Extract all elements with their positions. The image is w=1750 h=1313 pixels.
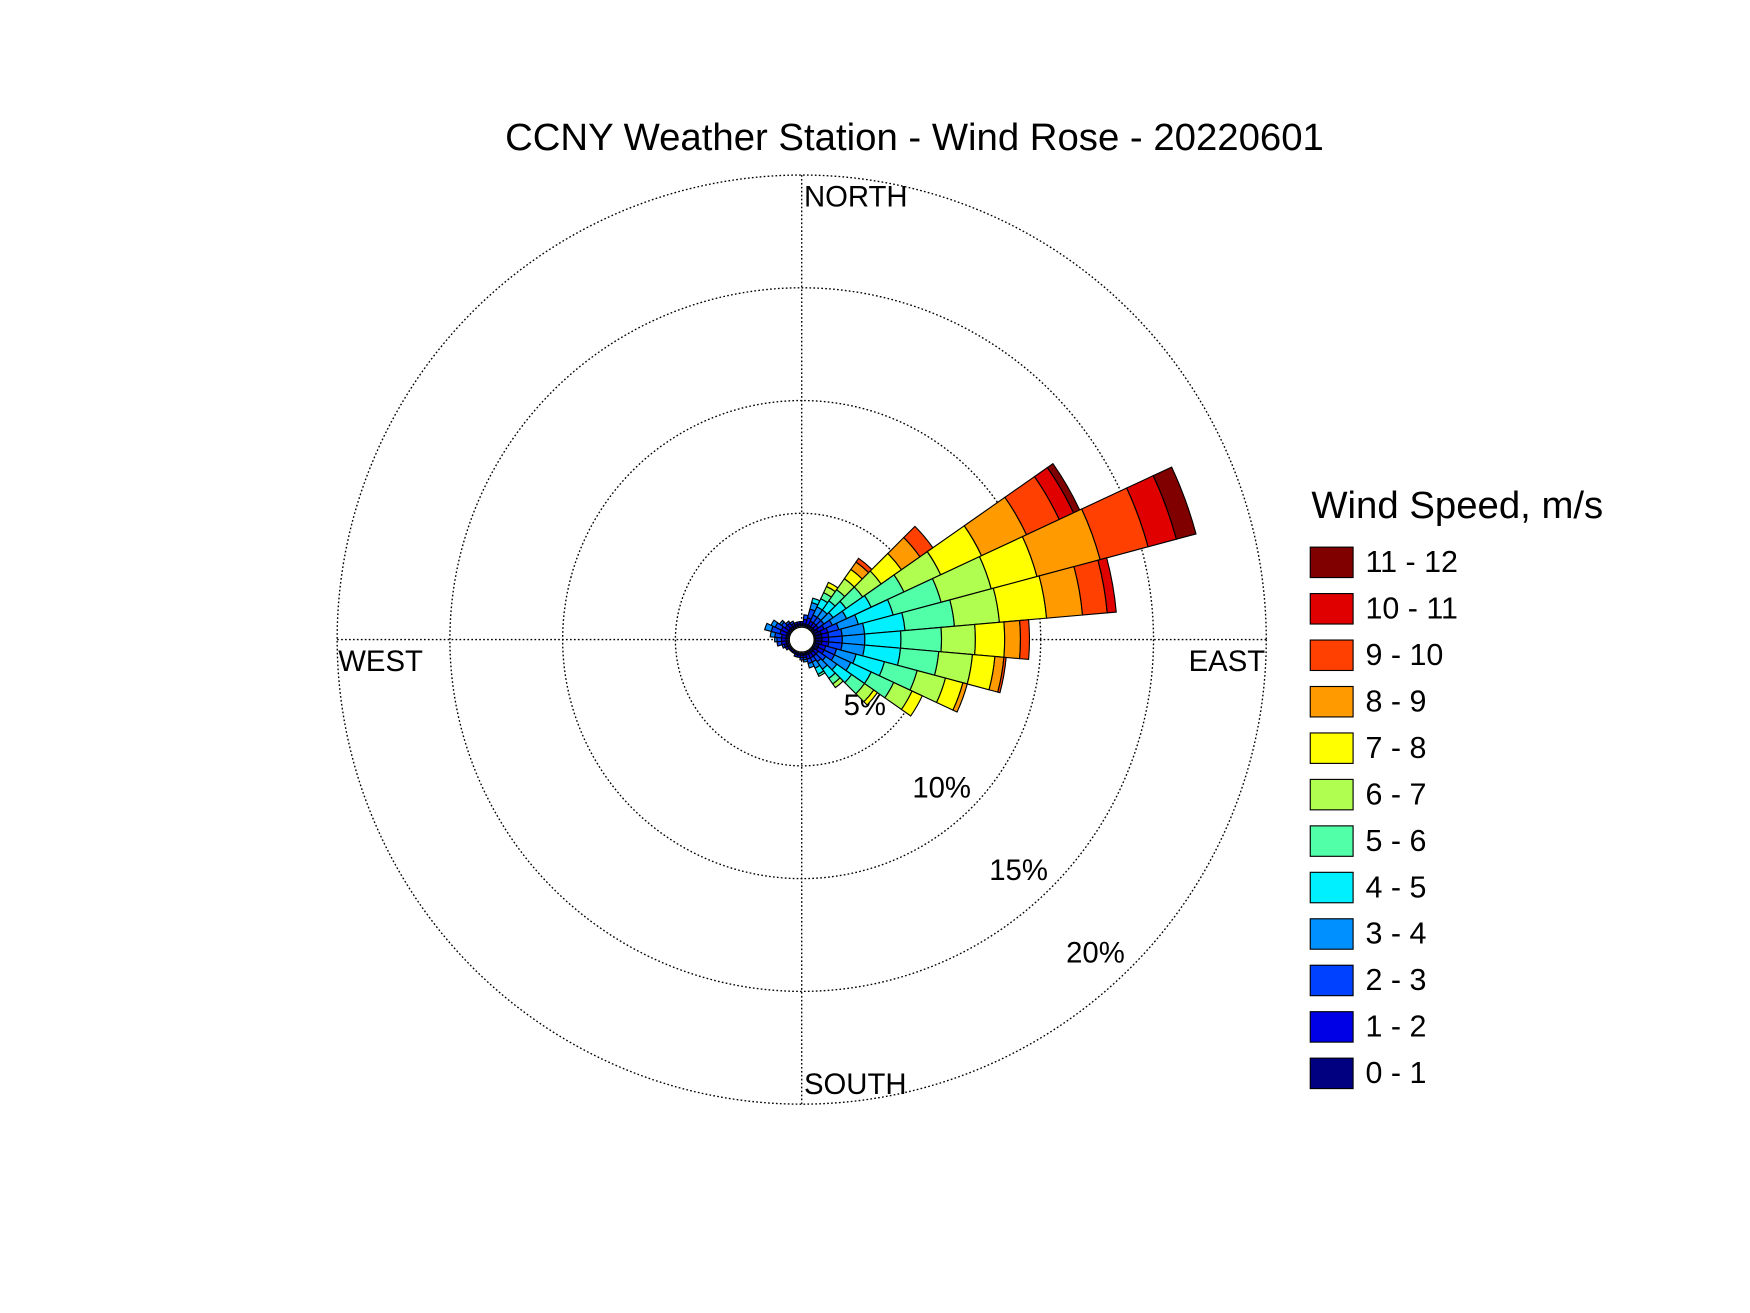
wedge-segment	[831, 677, 844, 689]
legend-swatch	[1309, 918, 1354, 950]
wedge-segment	[802, 658, 809, 663]
wedge-segment	[778, 619, 785, 627]
wedge-segment	[770, 619, 779, 628]
chart-title: CCNY Weather Station - Wind Rose - 20220…	[505, 116, 1324, 159]
wedge-segment	[799, 656, 805, 661]
legend-label: 6 - 7	[1365, 777, 1426, 811]
wedge-segment	[952, 682, 968, 713]
direction-label: NORTH	[804, 180, 908, 213]
legend-label: 4 - 5	[1365, 870, 1426, 904]
legend-swatch	[1309, 685, 1354, 718]
legend-label: 7 - 8	[1365, 731, 1426, 765]
wedge-segment	[1019, 619, 1031, 661]
legend-label: 1 - 2	[1365, 1010, 1426, 1044]
r-tick-label: 15%	[989, 854, 1048, 887]
legend-swatch	[1309, 593, 1354, 625]
wedge-segment	[863, 689, 879, 706]
direction-label: WEST	[338, 645, 423, 678]
direction-label: EAST	[1189, 645, 1266, 678]
wedge-segment	[817, 670, 826, 678]
legend-label: 3 - 4	[1365, 917, 1426, 951]
grid-ring	[561, 399, 1042, 880]
legend-swatch	[1309, 546, 1354, 579]
wedge-segment	[900, 690, 924, 717]
legend-swatch	[1309, 1011, 1354, 1043]
wedge-segment	[1003, 619, 1022, 660]
legend-label: 8 - 9	[1365, 684, 1426, 718]
legend-label: 5 - 6	[1365, 824, 1426, 858]
wedge-segment	[1097, 557, 1117, 614]
wedge-segment	[807, 661, 815, 669]
r-tick-label: 20%	[1066, 936, 1125, 969]
legend-title: Wind Speed, m/s	[1311, 484, 1603, 527]
legend-label: 9 - 10	[1365, 638, 1443, 672]
legend-swatch	[1309, 639, 1354, 672]
legend-label: 10 - 11	[1365, 592, 1458, 626]
grid-ring	[449, 287, 1155, 993]
wedge-segment	[940, 623, 976, 656]
wedge-segment	[974, 621, 1006, 658]
grid-ring	[336, 174, 1267, 1105]
wedge-segment	[1152, 466, 1197, 540]
center-hole	[788, 626, 815, 653]
legend-label: 11 - 12	[1365, 545, 1458, 579]
wedge-segment	[899, 626, 943, 653]
direction-label: SOUTH	[804, 1068, 907, 1101]
wedge-segment	[997, 656, 1007, 694]
legend-swatch	[1309, 1057, 1354, 1090]
wedge-segment	[789, 620, 795, 626]
legend-swatch	[1309, 825, 1354, 857]
wedge-segment	[784, 620, 791, 627]
legend-swatch	[1309, 778, 1354, 811]
legend-label: 0 - 1	[1365, 1056, 1426, 1090]
wedge-segment	[793, 653, 799, 658]
legend-swatch	[1309, 964, 1354, 997]
legend-label: 2 - 3	[1365, 963, 1426, 997]
legend-swatch	[1309, 732, 1354, 764]
legend-swatch	[1309, 871, 1354, 904]
wedge-segment	[796, 621, 801, 626]
r-tick-label: 10%	[912, 771, 971, 804]
